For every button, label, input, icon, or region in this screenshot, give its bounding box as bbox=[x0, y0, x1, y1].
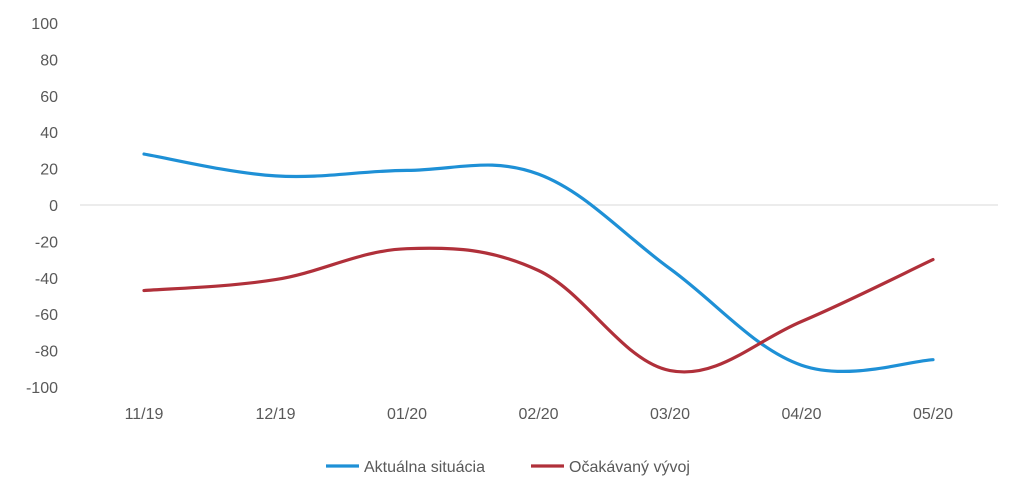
legend-label-1: Aktuálna situácia bbox=[364, 459, 485, 476]
y-tick-label: 0 bbox=[49, 198, 58, 215]
y-tick-label: 80 bbox=[40, 52, 58, 69]
x-axis-ticks: 11/19 12/19 01/20 02/20 03/20 04/20 05/20 bbox=[125, 406, 954, 423]
x-tick-label: 01/20 bbox=[387, 406, 427, 423]
y-tick-label: -20 bbox=[35, 234, 58, 251]
series-lines bbox=[142, 152, 935, 374]
y-tick-label: 20 bbox=[40, 162, 58, 179]
y-tick-label: -60 bbox=[35, 307, 58, 324]
y-tick-label: 100 bbox=[31, 16, 58, 33]
y-tick-label: 60 bbox=[40, 89, 58, 106]
y-tick-label: -40 bbox=[35, 271, 58, 288]
x-tick-label: 05/20 bbox=[913, 406, 953, 423]
x-tick-label: 04/20 bbox=[781, 406, 821, 423]
series-line-1 bbox=[142, 152, 935, 373]
y-tick-label: 40 bbox=[40, 125, 58, 142]
y-tick-label: -80 bbox=[35, 344, 58, 361]
series-line-2 bbox=[142, 246, 935, 374]
legend-label-2: Očakávaný vývoj bbox=[569, 459, 690, 476]
y-tick-label: -100 bbox=[26, 380, 58, 397]
y-axis-ticks: 100 80 60 40 20 0 -20 -40 -60 -80 -100 bbox=[26, 16, 58, 397]
legend: Aktuálna situácia Očakávaný vývoj bbox=[326, 459, 690, 476]
x-tick-label: 11/19 bbox=[125, 406, 164, 423]
x-tick-label: 03/20 bbox=[650, 406, 690, 423]
x-tick-label: 12/19 bbox=[255, 406, 295, 423]
x-tick-label: 02/20 bbox=[518, 406, 558, 423]
